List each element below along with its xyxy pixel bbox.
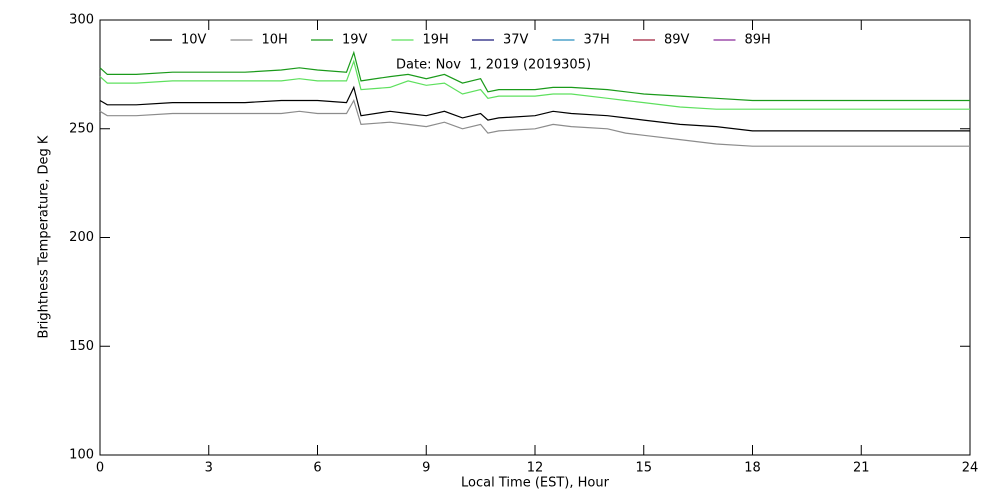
data-line bbox=[99, 50, 970, 102]
y-axis-label: Brightness Temperature, Deg K bbox=[37, 135, 52, 338]
legend-label: 19H bbox=[423, 33, 449, 48]
x-tick-label: 24 bbox=[962, 461, 979, 476]
y-tick-label: 100 bbox=[69, 448, 94, 463]
y-tick-label: 200 bbox=[69, 230, 94, 245]
x-tick-label: 3 bbox=[205, 461, 213, 476]
legend-label: 10V bbox=[181, 33, 207, 48]
x-tick-label: 6 bbox=[313, 461, 321, 476]
annotation: Date: Nov 1, 2019 (2019305) bbox=[396, 58, 591, 73]
y-tick-label: 150 bbox=[69, 339, 94, 354]
legend-label: 89V bbox=[664, 33, 690, 48]
x-axis-label: Local Time (EST), Hour bbox=[461, 476, 610, 491]
legend-label: 19V bbox=[342, 33, 368, 48]
data-line bbox=[99, 98, 970, 147]
x-tick-label: 15 bbox=[635, 461, 652, 476]
data-line bbox=[99, 85, 970, 132]
y-tick-label: 300 bbox=[69, 13, 94, 28]
x-tick-label: 0 bbox=[96, 461, 104, 476]
plot-frame bbox=[99, 19, 971, 456]
x-tick-label: 12 bbox=[527, 461, 544, 476]
legend-label: 37H bbox=[584, 33, 610, 48]
x-tick-label: 21 bbox=[853, 461, 870, 476]
data-line bbox=[99, 59, 970, 110]
y-tick-label: 250 bbox=[69, 121, 94, 136]
legend-label: 89H bbox=[745, 33, 771, 48]
legend-label: 37V bbox=[503, 33, 529, 48]
legend-label: 10H bbox=[262, 33, 288, 48]
x-tick-label: 18 bbox=[744, 461, 761, 476]
x-tick-label: 9 bbox=[422, 461, 430, 476]
